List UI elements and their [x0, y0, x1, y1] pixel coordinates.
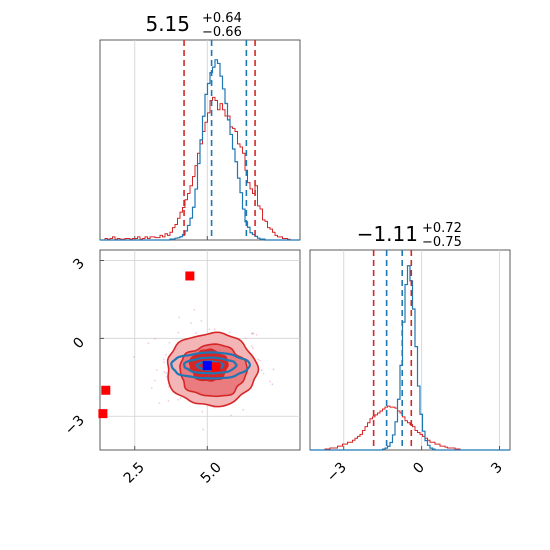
- param2-title-minus: −0.75: [422, 235, 462, 250]
- marker-series-b: [98, 409, 108, 419]
- contour-series-a: [182, 356, 238, 375]
- scatter-point-series-b: [250, 332, 253, 335]
- axes-frame: [99, 39, 301, 241]
- scatter-point-series-b: [202, 428, 205, 431]
- ax2-content: [98, 250, 300, 450]
- histogram-series-a: [310, 265, 510, 451]
- marker-series-b: [211, 362, 221, 372]
- scatter-point-series-b: [162, 358, 165, 361]
- scatter-point-series-b: [262, 372, 265, 375]
- scatter-point-series-b: [179, 397, 182, 399]
- x-tick-label: −3: [324, 460, 350, 486]
- ax2-x-tick-labels: 2.5 5.0: [121, 460, 225, 487]
- scatter-point-series-b: [195, 332, 198, 335]
- histogram-series-a: [100, 59, 300, 241]
- scatter-point-series-b: [177, 398, 180, 401]
- scatter-point-series-b: [250, 345, 253, 347]
- axes-frame: [309, 249, 511, 451]
- scatter-point-series-b: [252, 347, 254, 350]
- contour-series-a: [170, 351, 251, 380]
- scatter-point-series-b: [150, 387, 153, 389]
- scatter-point-series-a: [257, 358, 259, 361]
- scatter-point-series-a: [133, 355, 135, 358]
- ax3-x-tick-labels: −3 0 3: [324, 460, 506, 486]
- ax2-y-tick-labels: 3 0 −3: [62, 256, 88, 439]
- scatter-point-series-b: [147, 342, 150, 345]
- scatter-point-series-b: [177, 331, 180, 334]
- x-tick-label: 0: [410, 460, 428, 478]
- scatter-point-series-a: [271, 383, 274, 386]
- histogram-series-b: [310, 405, 510, 451]
- scatter-point-series-b: [252, 332, 255, 335]
- x-tick-label: 5.0: [198, 460, 225, 487]
- scatter-point-series-b: [193, 308, 196, 311]
- histogram-series-b: [100, 96, 300, 241]
- marker-series-a: [202, 361, 212, 371]
- scatter-point-series-b: [162, 361, 165, 364]
- scatter-point-series-b: [242, 408, 245, 411]
- marker-series-b: [185, 271, 195, 281]
- param1-title-minus: −0.66: [202, 25, 242, 40]
- param2-title-value: −1.11: [357, 222, 418, 246]
- scatter-point-series-b: [213, 328, 216, 331]
- scatter-point-series-b: [255, 333, 258, 336]
- scatter-point-series-b: [244, 337, 247, 339]
- y-tick-label: −3: [62, 413, 88, 439]
- scatter-point-series-b: [230, 414, 233, 417]
- ax1-content: [100, 40, 300, 241]
- ax3-content: [310, 250, 510, 451]
- scatter-point-series-b: [155, 369, 158, 371]
- scatter-point-series-b: [158, 402, 161, 404]
- scatter-point-series-a: [260, 369, 263, 372]
- x-tick-label: 3: [488, 460, 506, 478]
- scatter-point-series-b: [167, 385, 170, 388]
- scatter-point-series-b: [259, 359, 262, 362]
- scatter-point-series-b: [154, 379, 156, 382]
- scatter-point-series-a: [165, 372, 168, 374]
- param1-title-plus: +0.64: [202, 11, 242, 26]
- scatter-point-series-b: [165, 353, 168, 356]
- param1-title-value: 5.15: [145, 12, 190, 36]
- scatter-point-series-b: [168, 341, 171, 344]
- y-tick-label: 3: [70, 256, 88, 274]
- x-tick-label: 2.5: [121, 460, 148, 487]
- scatter-point-series-b: [190, 322, 192, 324]
- scatter-point-series-b: [165, 375, 168, 378]
- marginal-histogram-param2: −3 0 3 −1.11 +0.72 −0.75: [309, 221, 511, 486]
- marker-series-b: [101, 385, 111, 395]
- scatter-point-series-b: [201, 410, 204, 413]
- scatter-point-series-b: [228, 331, 231, 334]
- scatter-point-series-b: [208, 328, 211, 330]
- scatter-point-series-b: [153, 338, 156, 340]
- scatter-point-series-b: [167, 400, 170, 402]
- scatter-point-series-a: [272, 368, 275, 371]
- scatter-point-series-b: [269, 380, 271, 383]
- y-tick-label: 0: [70, 335, 88, 353]
- param2-title-plus: +0.72: [422, 221, 462, 236]
- scatter-point-series-b: [163, 370, 166, 373]
- axes-frame: [99, 249, 301, 451]
- joint-distribution-panel: 2.5 5.0 3 0 −3: [62, 249, 301, 487]
- scatter-point-series-b: [200, 319, 203, 322]
- marginal-histogram-param1: 5.15 +0.64 −0.66: [99, 11, 301, 241]
- scatter-point-series-b: [178, 316, 181, 319]
